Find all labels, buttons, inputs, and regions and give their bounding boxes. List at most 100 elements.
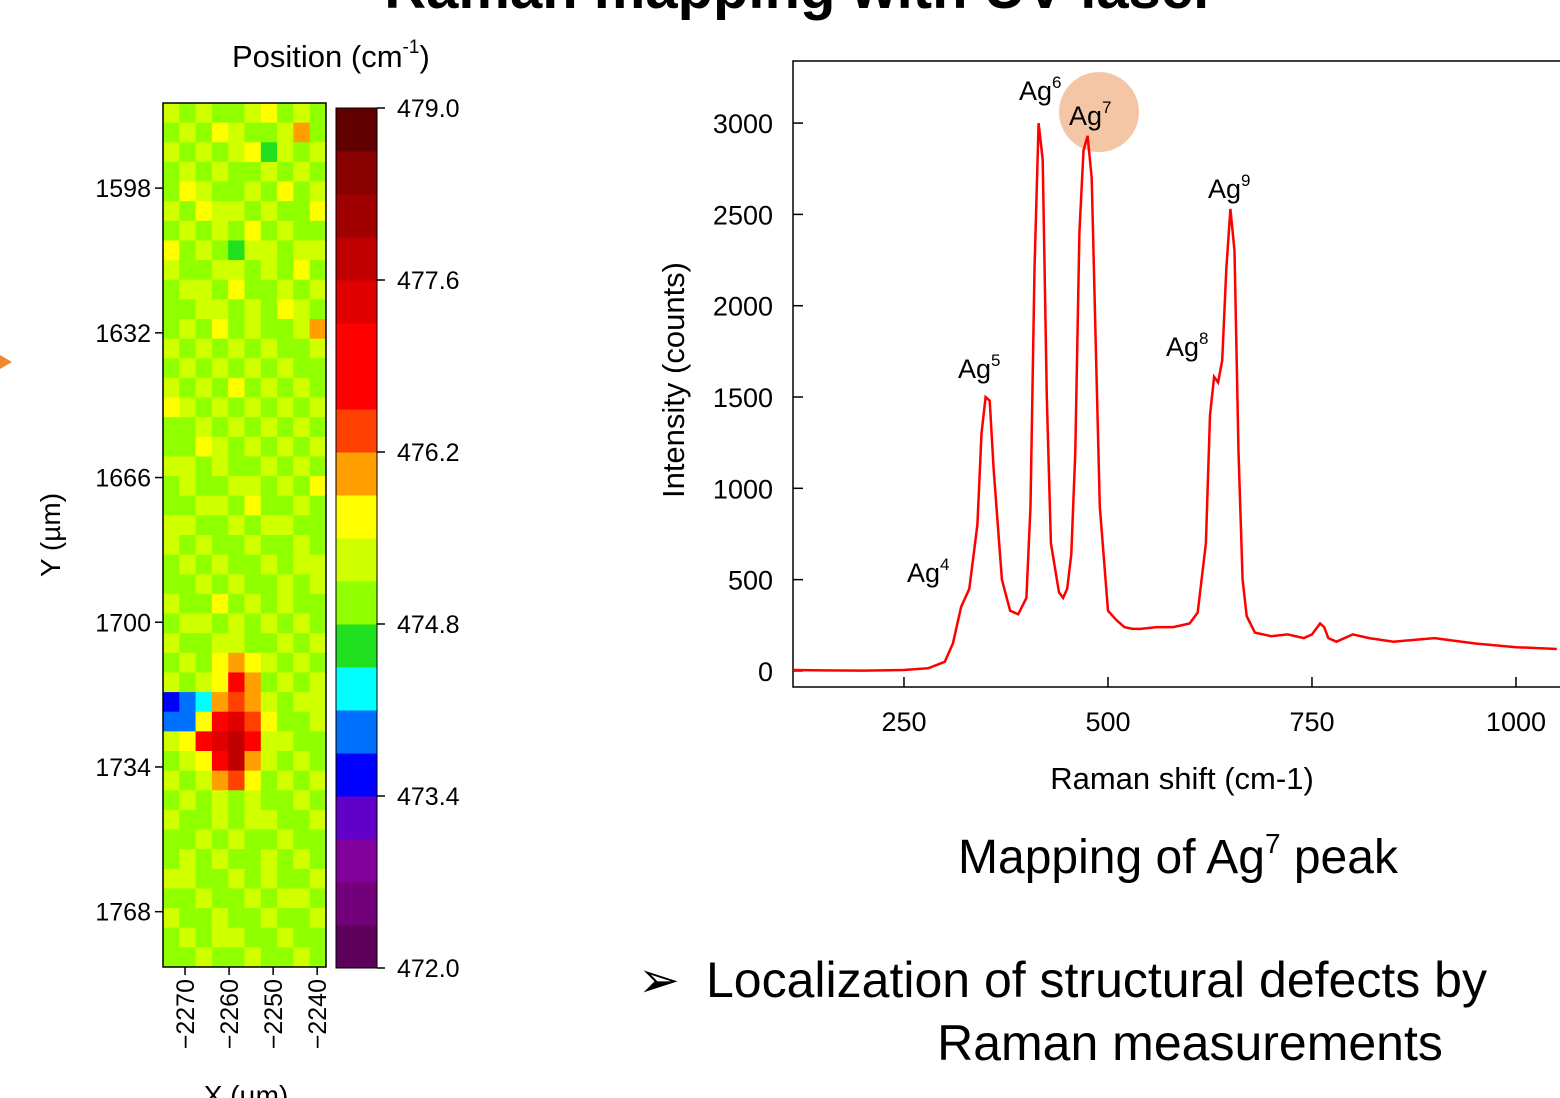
heatmap-cell — [211, 731, 229, 752]
plot-frame — [162, 102, 327, 968]
x-tick-label: 750 — [1289, 707, 1334, 737]
heatmap-cell — [260, 417, 278, 438]
heatmap-cell — [195, 417, 213, 438]
heatmap-cell — [244, 279, 262, 300]
heatmap-cell — [195, 122, 213, 143]
heatmap-cell — [309, 633, 327, 654]
heatmap-cell — [244, 397, 262, 418]
heatmap-cell — [163, 652, 180, 673]
heatmap-cell — [195, 201, 213, 222]
heatmap-cell — [228, 633, 245, 654]
heatmap-cell — [293, 161, 311, 183]
heatmap-cell — [228, 692, 245, 713]
heatmap-cell — [195, 672, 213, 693]
heatmap-cell — [195, 515, 213, 536]
heatmap-cell — [244, 436, 262, 457]
heatmap-cell — [293, 574, 311, 595]
heatmap-cell — [179, 711, 197, 732]
heatmap-cell — [244, 829, 262, 850]
y-tick-label: 3000 — [713, 109, 773, 139]
heatmap-cell — [309, 908, 327, 929]
heatmap-cell — [211, 299, 229, 320]
heatmap-cell — [179, 652, 197, 673]
heatmap-cell — [179, 279, 197, 300]
y-tick-label: 0 — [758, 657, 773, 687]
heatmap-cell — [260, 299, 278, 320]
heatmap-cell — [228, 456, 245, 477]
heatmap-cell — [277, 574, 294, 595]
heatmap-cell — [293, 299, 311, 320]
heatmap-cell — [211, 338, 229, 359]
heatmap-cell — [293, 672, 311, 693]
heatmap-cell — [195, 456, 213, 477]
heatmap-cell — [277, 790, 294, 811]
heatmap-cell — [228, 535, 245, 556]
heatmap-cell — [211, 770, 229, 791]
x-tick-label: 1000 — [1486, 707, 1546, 737]
heatmap-cell — [195, 240, 213, 261]
heatmap-cell — [195, 554, 213, 575]
heatmap-cell — [309, 201, 327, 222]
heatmap-cell — [195, 751, 213, 772]
heatmap-cell — [179, 338, 197, 359]
highlight — [1059, 72, 1139, 152]
x-tick-label: 250 — [881, 707, 926, 737]
heatmap-cell — [228, 103, 245, 124]
y-tick-label: 1666 — [95, 465, 151, 493]
heatmap-cell — [195, 377, 213, 399]
heatmap-cell — [277, 593, 294, 615]
text-part: Ag — [1166, 332, 1199, 362]
heatmap-cell — [260, 319, 278, 340]
heatmap-cell — [293, 220, 311, 241]
y-tick-label: 1000 — [713, 474, 773, 504]
heatmap-cell — [244, 692, 262, 713]
heatmap-cell — [195, 181, 213, 202]
heatmap-cell — [228, 358, 245, 379]
heatmap-cell — [277, 397, 294, 418]
heatmap-cell — [293, 593, 311, 615]
heatmap-cell — [179, 122, 197, 143]
heatmap-cell — [211, 927, 229, 948]
heatmap-cell — [195, 142, 213, 163]
superscript: 6 — [1052, 73, 1061, 92]
heatmap-cell — [293, 692, 311, 713]
heatmap-cell — [179, 613, 197, 634]
heatmap-cell — [277, 456, 294, 477]
heatmap-cell — [309, 103, 327, 124]
heatmap-cell — [163, 142, 180, 163]
heatmap-cell — [211, 456, 229, 477]
heatmap-cell — [260, 220, 278, 241]
heatmap-cell — [179, 731, 197, 752]
heatmap-cell — [163, 574, 180, 595]
x-tick-label: −2260 — [216, 979, 244, 1049]
heatmap-cell — [211, 319, 229, 340]
heatmap-cell — [195, 927, 213, 948]
heatmap-cell — [163, 299, 180, 320]
x-tick-label: −2240 — [304, 979, 332, 1049]
colorbar-tick-label: 479.0 — [397, 95, 460, 123]
heatmap-cell — [309, 652, 327, 673]
heatmap-cell — [260, 397, 278, 418]
heatmap-cell — [195, 220, 213, 241]
heatmap-cell — [179, 181, 197, 202]
heatmap-cell — [260, 927, 278, 948]
heatmap-cell — [163, 535, 180, 556]
heatmap-cell — [277, 613, 294, 634]
heatmap-cell — [211, 672, 229, 693]
text-part: Ag — [907, 558, 940, 588]
heatmap-cell — [179, 417, 197, 438]
heatmap-cell — [260, 377, 278, 399]
heatmap-cell — [179, 770, 197, 791]
heatmap-cell — [244, 103, 262, 124]
x-tick-label: −2250 — [260, 979, 288, 1049]
heatmap-cell — [228, 751, 245, 772]
colorbar-title: Position (cm-1) — [232, 37, 430, 74]
heatmap-cell — [244, 201, 262, 222]
heatmap-cell — [195, 260, 213, 281]
heatmap-cell — [293, 456, 311, 477]
heatmap-cell — [179, 535, 197, 556]
heatmap-cell — [211, 122, 229, 143]
heatmap-cell — [163, 908, 180, 929]
heatmap-cell — [163, 692, 180, 713]
heatmap-cell — [211, 358, 229, 379]
